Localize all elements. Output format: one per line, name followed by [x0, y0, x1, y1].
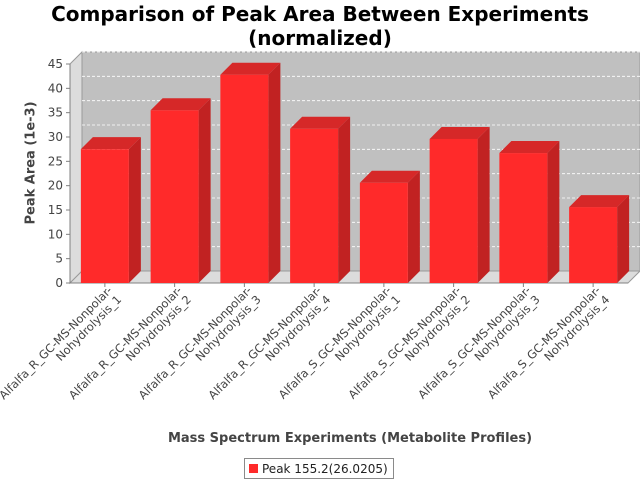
- bar-side: [547, 141, 560, 283]
- bar: [429, 126, 490, 283]
- plot-side-wall: [69, 50, 83, 285]
- bar-side: [198, 98, 211, 283]
- chart-title-line: Comparison of Peak Area Between Experime…: [51, 2, 589, 26]
- bar-side: [338, 116, 351, 283]
- y-tick-label: 10: [48, 227, 63, 241]
- x-tick-label-line: Alfalfa_S_GC-MS-Nonpolar-: [485, 283, 603, 401]
- x-tick-label: Alfalfa_R_GC-MS-Nonpolar-Nohydrolysis_1: [0, 283, 124, 411]
- bar-top: [569, 195, 630, 208]
- legend-swatch: [249, 464, 258, 473]
- bar-front: [220, 74, 269, 283]
- bar-front: [290, 128, 339, 283]
- y-tick-label: 0: [55, 276, 63, 290]
- bar-top: [290, 116, 351, 129]
- bar-front: [359, 182, 408, 283]
- legend-label: Peak 155.2(26.0205): [262, 461, 388, 476]
- bar-front: [499, 153, 548, 283]
- x-axis-label: Mass Spectrum Experiments (Metabolite Pr…: [167, 431, 533, 446]
- bar-front: [429, 138, 478, 283]
- legend: Peak 155.2(26.0205): [244, 458, 394, 479]
- bar: [80, 137, 141, 283]
- x-tick-label-line: Alfalfa_S_GC-MS-Nonpolar-: [345, 283, 463, 401]
- bar: [150, 98, 211, 283]
- bar-top: [359, 170, 420, 183]
- bar-top: [150, 98, 211, 111]
- bar: [499, 141, 560, 283]
- y-tick-label: 20: [48, 179, 63, 193]
- y-tick-label: 30: [48, 130, 63, 144]
- y-tick-label: 25: [48, 154, 63, 168]
- bar-side: [128, 137, 141, 283]
- x-tick-label-line: Alfalfa_R_GC-MS-Nonpolar-: [0, 283, 115, 402]
- bar-front: [80, 149, 129, 283]
- bar: [290, 116, 351, 283]
- bar-side: [268, 62, 281, 283]
- bar-top: [429, 126, 490, 139]
- y-axis-label: Peak Area (1e-3): [23, 101, 39, 225]
- bar-top: [499, 141, 560, 154]
- bar-front: [569, 207, 618, 283]
- bar: [220, 62, 281, 283]
- bar-side: [477, 126, 490, 283]
- bar: [569, 195, 630, 283]
- bar-front: [150, 110, 199, 283]
- y-tick-label: 5: [55, 252, 63, 266]
- bar: [359, 170, 420, 283]
- y-tick-label: 35: [48, 106, 63, 120]
- y-tick-label: 45: [48, 57, 63, 71]
- y-tick-label: 40: [48, 81, 63, 95]
- y-tick-label: 15: [48, 203, 63, 217]
- bar-side: [617, 195, 630, 283]
- chart-title-line: (normalized): [248, 26, 392, 50]
- bar-side: [407, 170, 420, 283]
- bar-top: [220, 62, 281, 75]
- x-tick-label-line: Alfalfa_S_GC-MS-Nonpolar-: [415, 283, 533, 401]
- chart-title: Comparison of Peak Area Between Experime…: [0, 2, 640, 50]
- x-tick-label-line: Alfalfa_S_GC-MS-Nonpolar-: [276, 283, 394, 401]
- bar-top: [80, 137, 141, 150]
